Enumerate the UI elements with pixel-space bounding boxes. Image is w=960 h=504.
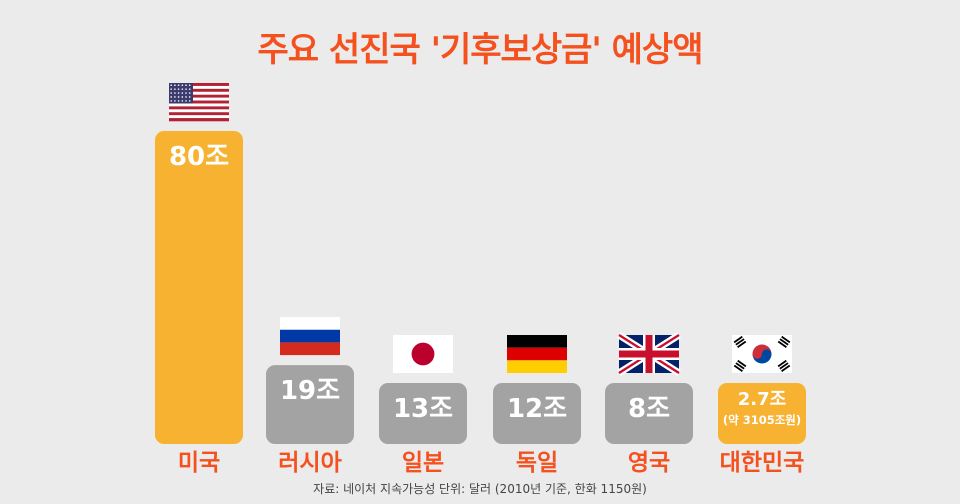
us-flag-icon: [169, 83, 229, 122]
germany-flag-icon: [507, 335, 567, 373]
value-label: 2.7조: [738, 389, 786, 410]
source-note: 자료: 네이처 지속가능성 단위: 달러 (2010년 기준, 한화 1150원…: [313, 482, 647, 496]
category-label: 대한민국: [720, 450, 805, 476]
category-label: 독일: [516, 450, 558, 476]
category-label: 미국: [178, 450, 220, 476]
value-label: 80조: [169, 142, 229, 172]
korea-flag-icon: [732, 335, 792, 373]
japan-flag-icon: [393, 335, 453, 373]
bar: [493, 383, 581, 444]
bar: [155, 131, 243, 444]
value-label: 19조: [280, 376, 340, 406]
value-label: 12조: [507, 394, 567, 424]
bar: [379, 383, 467, 444]
bar: [718, 383, 806, 444]
bar: [605, 383, 693, 444]
value-sublabel: (약 3105조원): [723, 413, 801, 427]
value-label: 13조: [393, 394, 453, 424]
uk-flag-icon: [617, 332, 681, 376]
category-label: 영국: [628, 450, 670, 476]
category-label: 러시아: [278, 450, 341, 476]
russia-flag-icon: [280, 317, 340, 356]
value-label: 8조: [628, 394, 670, 424]
category-label: 일본: [402, 450, 444, 476]
bar: [266, 365, 354, 444]
bar-group-5: 2.7조 (약 3105조원) 대한민국: [718, 335, 806, 476]
chart-title: 주요 선진국 '기후보상금' 예상액: [257, 30, 704, 70]
